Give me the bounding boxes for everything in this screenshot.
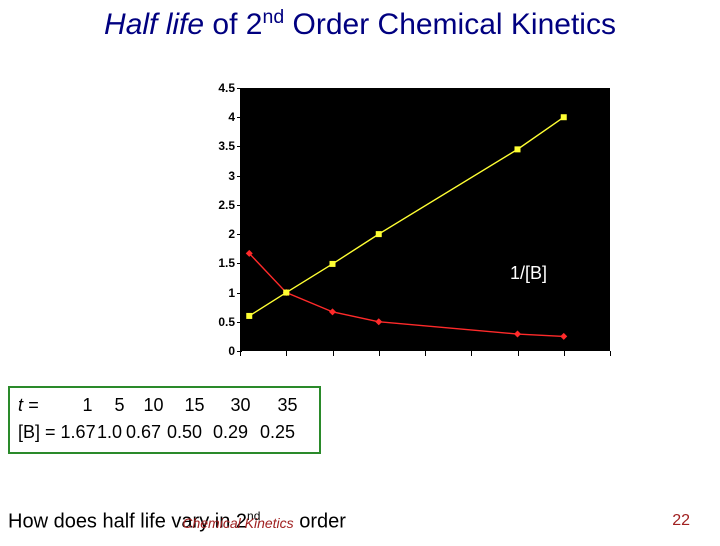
ytick-label: 2 (228, 227, 235, 241)
series-marker-inverse_B (561, 114, 567, 120)
ytick-label: 0 (228, 344, 235, 358)
series-marker-inverse_B (246, 313, 252, 319)
data-table: t = 1510153035 [B] = 1.671.00.670.500.29… (8, 386, 321, 454)
xtick-mark (564, 351, 565, 356)
table-cell: 0.25 (255, 419, 301, 446)
series-label: 1/[B] (510, 263, 547, 284)
table-cell: 15 (173, 392, 217, 419)
series-marker-inverse_B (515, 146, 521, 152)
xtick-mark (425, 351, 426, 356)
xtick-mark (471, 351, 472, 356)
page-number: 22 (672, 512, 690, 530)
ytick-label: 3 (228, 169, 235, 183)
title-part3: Order Chemical Kinetics (284, 8, 616, 41)
xtick-mark (610, 351, 611, 356)
table-cell: 1.67 (61, 419, 95, 446)
b-label: [B] = (18, 422, 56, 442)
table-row-t: t = 1510153035 (18, 392, 311, 419)
ytick-label: 1 (228, 286, 235, 300)
series-marker-inverse_B (283, 290, 289, 296)
xtick-mark (240, 351, 241, 356)
table-cell: 5 (105, 392, 135, 419)
footer-question: How does half life vary in 2ndChemical K… (8, 509, 346, 534)
title-italic: Half life (104, 8, 204, 41)
table-cell: 0.67 (125, 419, 163, 446)
footer-text-b: order (294, 511, 346, 533)
footer-overlay: Chemical Kinetics (182, 515, 293, 531)
ytick-label: 3.5 (218, 139, 235, 153)
page-title: Half life of 2nd Order Chemical Kinetics (0, 6, 720, 43)
series-marker-inverse_B (330, 261, 336, 267)
ytick-label: 1.5 (218, 256, 235, 270)
table-cell: 10 (135, 392, 173, 419)
series-marker-B (329, 308, 336, 315)
t-label: t = (18, 395, 39, 415)
title-part2: of 2 (204, 8, 262, 41)
table-row-b: [B] = 1.671.00.670.500.290.25 (18, 419, 311, 446)
series-marker-inverse_B (376, 231, 382, 237)
chart-region: 1/[B] 00.511.522.533.544.5 (210, 88, 610, 368)
xtick-mark (518, 351, 519, 356)
series-marker-B (560, 333, 567, 340)
table-cell: 0.29 (207, 419, 255, 446)
title-sup: nd (262, 6, 284, 28)
ytick-label: 4 (228, 110, 235, 124)
ytick-label: 2.5 (218, 198, 235, 212)
table-cell: 30 (217, 392, 265, 419)
ytick-label: 0.5 (218, 315, 235, 329)
xtick-mark (333, 351, 334, 356)
chart-plot (240, 88, 610, 351)
table-cell: 1.0 (95, 419, 125, 446)
table-cell: 1 (71, 392, 105, 419)
table-cell: 35 (265, 392, 311, 419)
ytick-label: 4.5 (218, 81, 235, 95)
series-marker-B (514, 331, 521, 338)
xtick-mark (379, 351, 380, 356)
xtick-mark (286, 351, 287, 356)
table-cell: 0.50 (163, 419, 207, 446)
series-marker-B (375, 318, 382, 325)
